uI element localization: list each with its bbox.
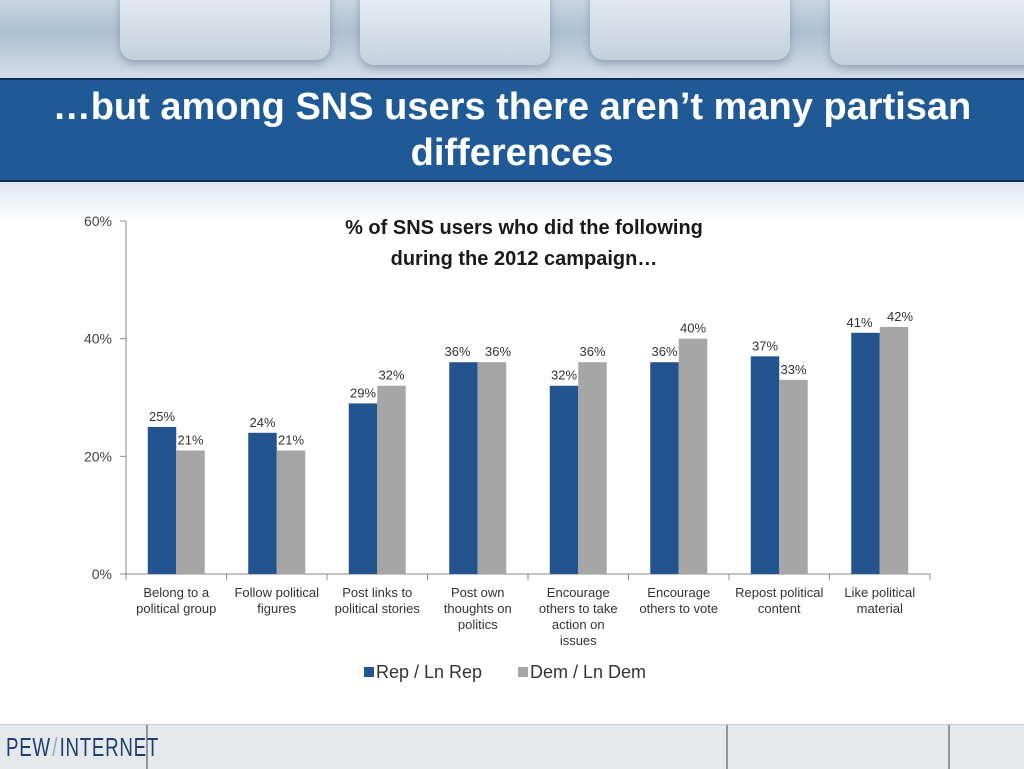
y-tick-label: 60%	[84, 213, 112, 229]
slide-title: …but among SNS users there aren’t many p…	[52, 86, 972, 174]
y-tick-label: 40%	[84, 331, 112, 347]
chart-title-line: % of SNS users who did the following	[345, 217, 703, 239]
data-label: 33%	[780, 362, 806, 377]
data-label: 36%	[444, 344, 470, 359]
x-tick-label: Encourage	[547, 585, 610, 600]
header-background	[0, 0, 1024, 80]
bar	[750, 356, 780, 574]
footer-bar	[0, 724, 1024, 769]
keyboard-key-decoration	[590, 0, 790, 60]
x-tick-label: political stories	[335, 601, 421, 616]
legend-swatch	[364, 667, 374, 677]
bar	[477, 362, 507, 574]
keyboard-key-decoration	[830, 0, 1024, 65]
chart-title-line: during the 2012 campaign…	[391, 248, 658, 270]
x-tick-label: action on	[552, 617, 605, 632]
x-tick-label: Belong to a	[143, 585, 210, 600]
x-tick-label: Like political	[844, 585, 915, 600]
x-tick-label: Repost political	[735, 585, 823, 600]
data-label: 36%	[485, 344, 511, 359]
keyboard-key-decoration	[120, 0, 330, 60]
data-label: 24%	[249, 415, 275, 430]
footer-divider	[146, 725, 148, 769]
data-label: 25%	[149, 409, 175, 424]
x-tick-label: others to vote	[639, 601, 718, 616]
bar	[348, 403, 378, 574]
x-tick-label: content	[758, 601, 801, 616]
x-tick-label: Encourage	[647, 585, 710, 600]
logo-text-internet: INTERNET	[59, 731, 159, 762]
bar	[779, 379, 808, 574]
footer-divider	[948, 725, 950, 769]
x-tick-label: Follow political	[234, 585, 319, 600]
pew-internet-logo: PEW / INTERNET	[6, 731, 159, 763]
x-tick-label: material	[857, 601, 903, 616]
content-fade	[0, 182, 1024, 222]
bar	[147, 426, 177, 574]
data-label: 32%	[378, 368, 404, 383]
x-tick-label: others to take	[539, 601, 618, 616]
x-tick-label: thoughts on	[444, 601, 512, 616]
title-bar: …but among SNS users there aren’t many p…	[0, 78, 1024, 182]
footer-divider	[726, 725, 728, 769]
logo-slash: /	[52, 731, 59, 762]
bar	[879, 326, 909, 574]
bar	[248, 432, 277, 574]
bar	[851, 332, 880, 574]
bar	[276, 450, 306, 574]
data-label: 21%	[278, 432, 304, 447]
data-label: 36%	[579, 344, 605, 359]
x-tick-label: Post links to	[342, 585, 412, 600]
data-label: 37%	[752, 338, 778, 353]
y-tick-label: 0%	[92, 566, 112, 582]
logo-text-pew: PEW	[6, 731, 51, 762]
data-label: 40%	[680, 321, 706, 336]
bar	[549, 385, 579, 574]
data-label: 36%	[651, 344, 677, 359]
keyboard-key-decoration	[360, 0, 550, 65]
bar	[578, 362, 607, 574]
x-tick-label: politics	[458, 617, 498, 632]
bar-chart: % of SNS users who did the following duri…	[84, 213, 931, 682]
legend-label: Dem / Ln Dem	[530, 662, 646, 682]
data-label: 41%	[846, 315, 872, 330]
legend-label: Rep / Ln Rep	[376, 662, 482, 682]
bar	[650, 362, 679, 574]
x-tick-label: issues	[560, 633, 597, 648]
x-tick-label: Post own	[451, 585, 504, 600]
x-tick-label: political group	[136, 601, 216, 616]
data-label: 42%	[887, 309, 913, 324]
legend-swatch	[518, 667, 528, 677]
bar	[377, 385, 406, 574]
bar	[176, 450, 205, 574]
data-label: 29%	[350, 385, 376, 400]
data-label: 21%	[177, 432, 203, 447]
data-label: 32%	[551, 368, 577, 383]
bar	[449, 362, 478, 574]
y-tick-label: 20%	[84, 448, 112, 464]
bar	[678, 338, 708, 574]
x-tick-label: figures	[257, 601, 297, 616]
